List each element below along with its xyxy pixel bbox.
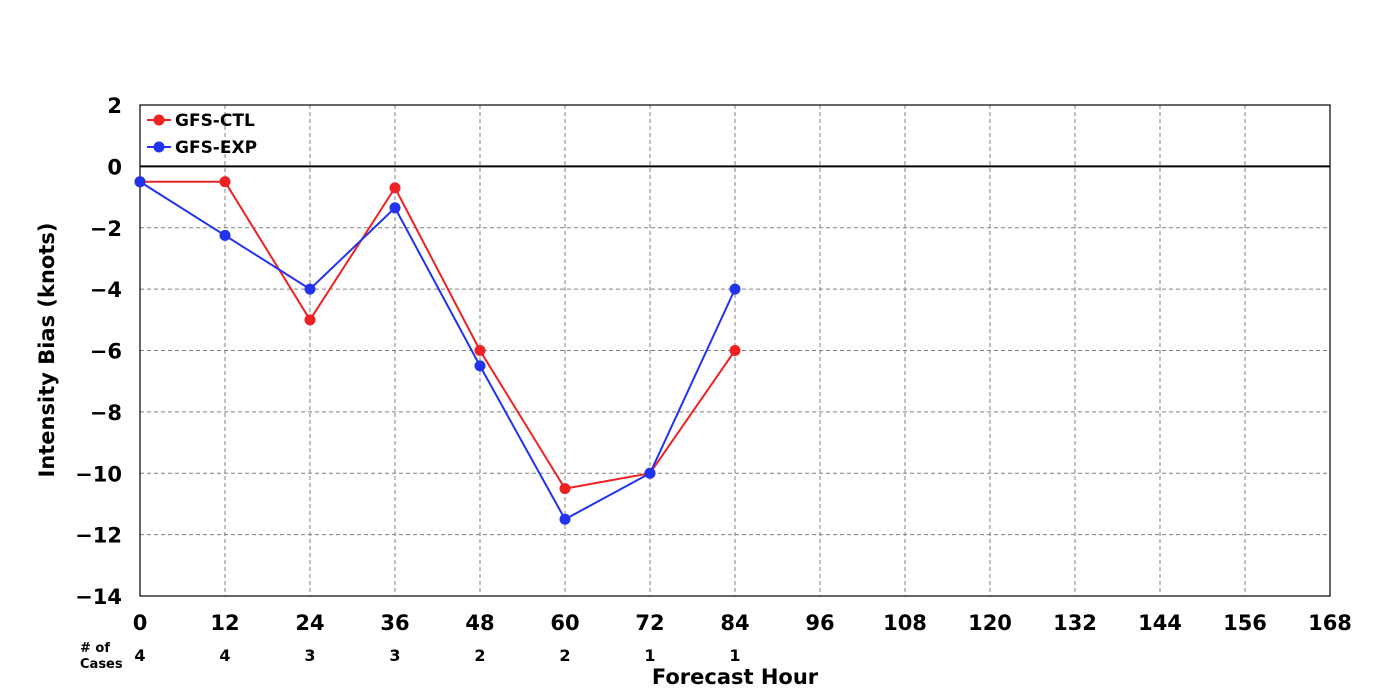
- y-tick-label: −10: [75, 462, 122, 486]
- case-count: 4: [219, 646, 230, 665]
- data-point: [219, 229, 231, 241]
- x-tick-label: 72: [635, 611, 664, 635]
- case-count: 2: [559, 646, 570, 665]
- data-point: [559, 483, 571, 495]
- data-point: [389, 202, 401, 214]
- x-axis-ticks: 0 12 24 36 48 60 72 84 96 108 120 132 144 156 168: [133, 611, 1352, 635]
- x-tick-label: 12: [210, 611, 239, 635]
- series-gfs-exp: [134, 176, 741, 525]
- data-point: [304, 283, 316, 295]
- data-point: [729, 283, 741, 295]
- data-point: [644, 467, 656, 479]
- series-gfs-ctl: [134, 176, 741, 495]
- x-tick-label: 36: [380, 611, 409, 635]
- x-tick-label: 0: [133, 611, 148, 635]
- y-tick-label: −2: [90, 217, 122, 241]
- data-point: [474, 360, 486, 372]
- x-tick-label: 132: [1053, 611, 1097, 635]
- y-tick-label: −14: [75, 585, 122, 609]
- y-axis-ticks: 2 0 −2 −4 −6 −8 −10 −12 −14: [75, 94, 122, 609]
- cases-label-line2: Cases: [80, 657, 123, 672]
- x-tick-label: 84: [720, 611, 749, 635]
- x-tick-label: 60: [550, 611, 579, 635]
- series-layer: [134, 176, 741, 525]
- legend: GFS-CTL GFS-EXP: [147, 111, 257, 158]
- plot-frame: [139, 104, 1331, 597]
- y-tick-label: −12: [75, 524, 122, 548]
- data-point: [389, 182, 401, 194]
- cases-label-line1: # of: [80, 641, 110, 656]
- data-point: [219, 176, 231, 188]
- x-tick-label: 144: [1138, 611, 1182, 635]
- y-tick-label: −4: [90, 278, 122, 302]
- data-point: [729, 345, 741, 356]
- legend-marker-exp: [153, 141, 165, 153]
- x-tick-label: 96: [805, 611, 834, 635]
- series-line: [139, 180, 736, 521]
- legend-label-ctl: GFS-CTL: [175, 111, 255, 131]
- y-tick-label: 2: [107, 94, 122, 118]
- data-point: [134, 176, 146, 188]
- data-point: [474, 345, 486, 356]
- x-axis-title: Forecast Hour: [652, 665, 819, 689]
- case-count: 1: [644, 646, 655, 665]
- legend-marker-ctl: [153, 114, 165, 126]
- case-count: 2: [474, 646, 485, 665]
- x-tick-label: 120: [968, 611, 1012, 635]
- legend-label-exp: GFS-EXP: [175, 138, 257, 158]
- data-point: [304, 314, 316, 326]
- series-line: [140, 180, 736, 490]
- case-count: 4: [134, 646, 145, 665]
- x-tick-label: 48: [465, 611, 494, 635]
- x-tick-label: 108: [883, 611, 927, 635]
- x-tick-label: 156: [1223, 611, 1267, 635]
- case-count: 3: [304, 646, 315, 665]
- case-count: 3: [389, 646, 400, 665]
- cases-row: # of Cases 4 4 3 3 2 2 1 1: [80, 641, 741, 672]
- y-tick-label: −8: [90, 401, 122, 425]
- x-tick-label: 24: [295, 611, 324, 635]
- y-axis-title: Intensity Bias (knots): [35, 223, 59, 478]
- case-count: 1: [729, 646, 740, 665]
- data-point: [559, 513, 571, 525]
- x-tick-label: 168: [1308, 611, 1352, 635]
- y-tick-label: −6: [90, 340, 122, 364]
- y-tick-label: 0: [107, 155, 122, 179]
